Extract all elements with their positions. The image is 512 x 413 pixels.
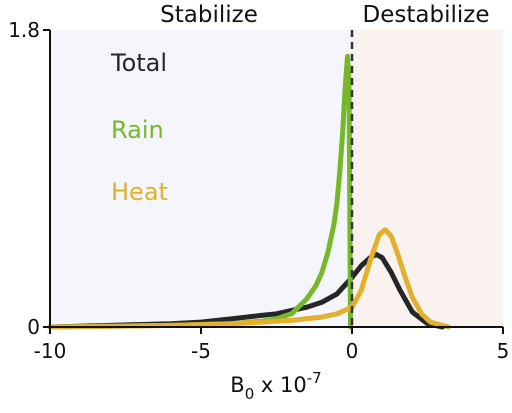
- legend-heat: Heat: [111, 178, 168, 206]
- x-axis-label: B0 x 10-7: [230, 369, 321, 403]
- stabilize-region: [50, 30, 352, 327]
- x-tick-label: 5: [497, 339, 510, 363]
- region-label-stabilize: Stabilize: [160, 2, 258, 28]
- series-line-heat: [47, 227, 452, 330]
- region-label-destabilize: Destabilize: [363, 2, 490, 28]
- x-axis-label-sup: -7: [307, 369, 322, 387]
- x-tick-label: -5: [191, 339, 211, 363]
- y-tick-label: 1.8: [8, 18, 40, 42]
- x-axis-label-base: B: [230, 373, 244, 397]
- y-tick-label: 0: [27, 315, 40, 339]
- series-line-total: [47, 251, 446, 330]
- legend-rain: Rain: [111, 116, 164, 144]
- destabilize-region: [352, 30, 503, 327]
- x-tick-label: -10: [34, 339, 67, 363]
- x-tick-label: 0: [346, 339, 359, 363]
- x-axis-label-sub: 0: [245, 385, 255, 403]
- x-axis-label-rest: x 10: [254, 373, 307, 397]
- legend-total: Total: [110, 49, 167, 77]
